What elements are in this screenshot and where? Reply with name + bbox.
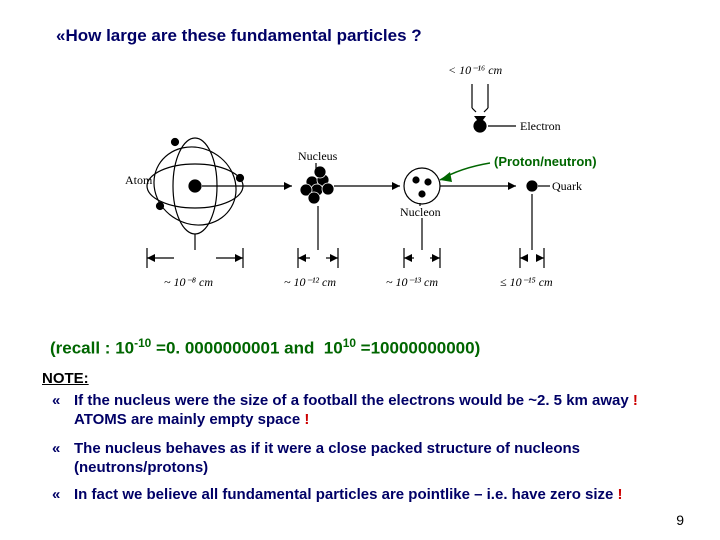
recall-line: (recall : 10-10 =0. 0000000001 and 1010 …	[50, 336, 480, 359]
bullet-1-exclaimA: !	[633, 392, 638, 409]
note-heading: NOTE:	[42, 370, 89, 387]
note-bullet-3: « In fact we believe all fundamental par…	[54, 486, 680, 505]
bullet-star-icon: «	[52, 440, 60, 459]
note-bullet-2: « The nucleus behaves as if it were a cl…	[54, 440, 680, 478]
label-size-quark: ≤ 10⁻¹⁵ cm	[500, 275, 553, 289]
label-nucleon: Nucleon	[400, 205, 441, 219]
proton-neutron-annotation: (Proton/neutron)	[494, 154, 597, 169]
bullet-3-text: In fact we believe all fundamental parti…	[74, 486, 618, 503]
label-atom: Atom	[125, 173, 153, 187]
bullet-1-mid: ATOMS are mainly empty space	[74, 411, 304, 428]
bullet-3-exclaim: !	[618, 486, 623, 503]
page-number: 9	[676, 512, 684, 528]
bullet-2-text: The nucleus behaves as if it were a clos…	[74, 440, 580, 476]
title-text: How large are these fundamental particle…	[65, 26, 421, 45]
label-size-nucleon: ~ 10⁻¹³ cm	[386, 275, 438, 289]
bullet-star-icon: «	[52, 392, 60, 411]
label-size-nucleus: ~ 10⁻¹² cm	[284, 275, 336, 289]
bullet-1-exclaimB: !	[304, 411, 309, 428]
bullet-star-icon: «	[52, 486, 60, 505]
note-bullet-1: « If the nucleus were the size of a foot…	[54, 392, 680, 430]
bullet-1-pre: If the nucleus were the size of a footba…	[74, 392, 633, 409]
label-quark: Quark	[552, 179, 582, 193]
label-nucleus: Nucleus	[298, 149, 338, 163]
label-electron: Electron	[520, 119, 561, 133]
page-title: «How large are these fundamental particl…	[56, 26, 422, 46]
label-size-atom: ~ 10⁻⁸ cm	[164, 275, 213, 289]
label-size-electron: < 10⁻¹⁶ cm	[448, 63, 503, 77]
particle-scale-diagram: Atom Nucleus Nucleon Electron	[120, 56, 620, 316]
